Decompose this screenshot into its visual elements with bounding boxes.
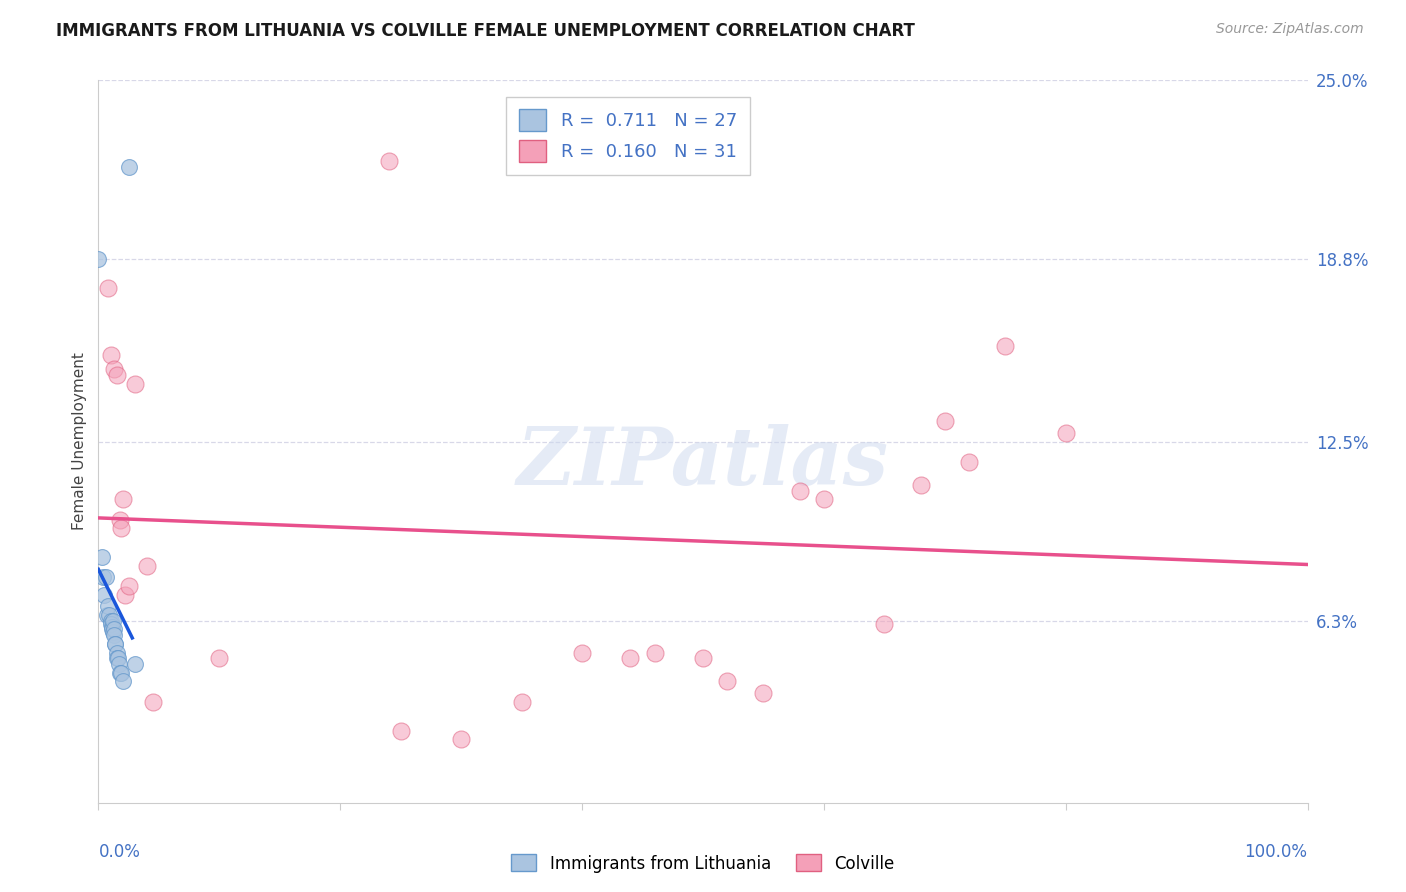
Point	[100, 614, 122, 628]
Point	[107, 651, 129, 665]
Point	[97, 599, 120, 614]
Point	[103, 623, 125, 637]
Point	[100, 348, 122, 362]
Point	[450, 732, 472, 747]
Point	[716, 674, 738, 689]
Text: ZIPatlas: ZIPatlas	[517, 425, 889, 502]
Point	[91, 570, 114, 584]
Text: IMMIGRANTS FROM LITHUANIA VS COLVILLE FEMALE UNEMPLOYMENT CORRELATION CHART: IMMIGRANTS FROM LITHUANIA VS COLVILLE FE…	[56, 22, 915, 40]
Point	[118, 579, 141, 593]
Point	[101, 625, 124, 640]
Text: Source: ZipAtlas.com: Source: ZipAtlas.com	[1216, 22, 1364, 37]
Point	[208, 651, 231, 665]
Point	[813, 492, 835, 507]
Point	[124, 376, 146, 391]
Text: 0.0%: 0.0%	[98, 843, 141, 861]
Point	[108, 665, 131, 680]
Point	[957, 455, 980, 469]
Point	[789, 483, 811, 498]
Text: 100.0%: 100.0%	[1244, 843, 1308, 861]
Point	[108, 512, 131, 526]
Point	[98, 607, 121, 622]
Point	[124, 657, 146, 671]
Point	[114, 588, 136, 602]
Point	[389, 723, 412, 738]
Point	[692, 651, 714, 665]
Point	[934, 414, 956, 428]
Point	[873, 616, 896, 631]
Point	[994, 339, 1017, 353]
Point	[1054, 425, 1077, 440]
Point	[93, 588, 115, 602]
Y-axis label: Female Unemployment: Female Unemployment	[72, 352, 87, 531]
Point	[103, 628, 125, 642]
Point	[104, 637, 127, 651]
Point	[105, 646, 128, 660]
Point	[111, 674, 134, 689]
Point	[118, 160, 141, 174]
Point	[104, 637, 127, 651]
Point	[111, 492, 134, 507]
Point	[100, 616, 122, 631]
Point	[108, 657, 131, 671]
Point	[87, 252, 110, 267]
Point	[644, 646, 666, 660]
Point	[97, 281, 120, 295]
Point	[110, 665, 132, 680]
Point	[105, 651, 128, 665]
Point	[571, 646, 593, 660]
Point	[103, 362, 125, 376]
Point	[91, 550, 114, 565]
Point	[142, 695, 165, 709]
Point	[752, 686, 775, 700]
Point	[110, 521, 132, 535]
Legend: R =  0.711   N = 27, R =  0.160   N = 31: R = 0.711 N = 27, R = 0.160 N = 31	[506, 96, 749, 175]
Point	[510, 695, 533, 709]
Point	[96, 607, 118, 622]
Point	[100, 623, 122, 637]
Point	[619, 651, 641, 665]
Point	[94, 570, 117, 584]
Point	[135, 558, 157, 573]
Point	[377, 154, 399, 169]
Point	[101, 614, 124, 628]
Legend: Immigrants from Lithuania, Colville: Immigrants from Lithuania, Colville	[505, 847, 901, 880]
Point	[100, 619, 122, 633]
Point	[910, 478, 932, 492]
Point	[105, 368, 128, 382]
